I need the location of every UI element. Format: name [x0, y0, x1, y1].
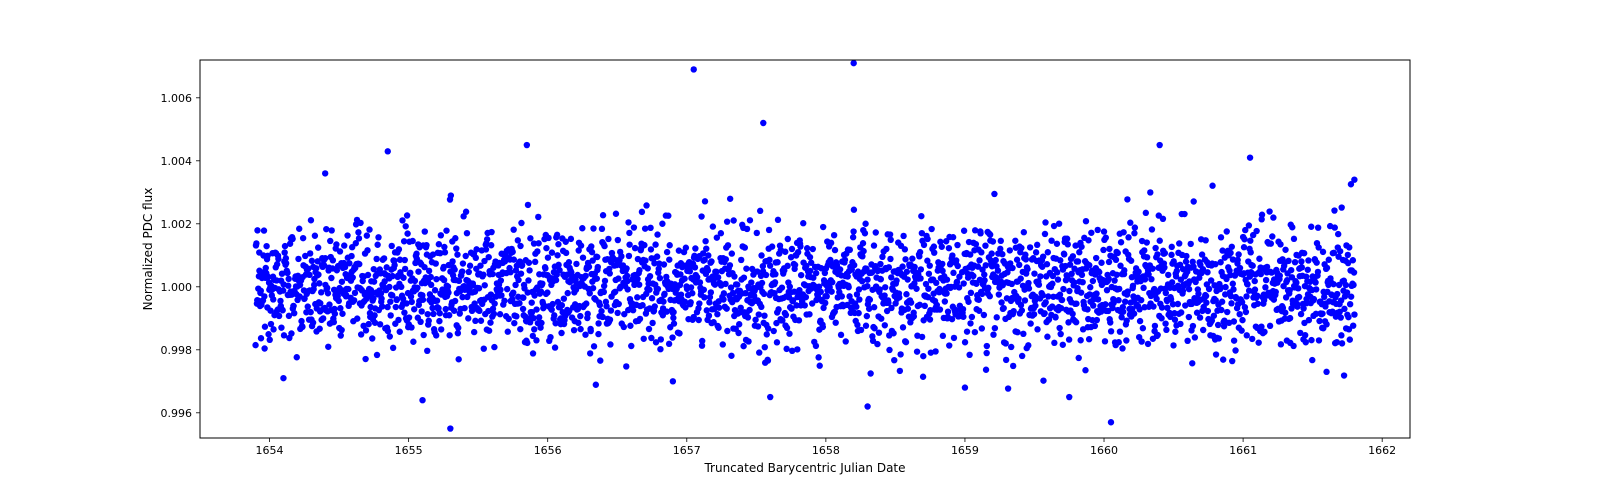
x-tick-label: 1655 — [395, 444, 423, 457]
y-tick-label: 0.998 — [161, 344, 193, 357]
y-tick-label: 0.996 — [161, 407, 193, 420]
x-tick-label: 1659 — [951, 444, 979, 457]
x-tick-label: 1660 — [1090, 444, 1118, 457]
y-axis-label: Normalized PDC flux — [141, 188, 155, 311]
x-tick-label: 1657 — [673, 444, 701, 457]
x-axis-label: Truncated Barycentric Julian Date — [703, 461, 905, 475]
y-tick-label: 1.000 — [161, 281, 193, 294]
y-tick-label: 1.006 — [161, 92, 193, 105]
x-tick-label: 1662 — [1368, 444, 1396, 457]
x-tick-label: 1654 — [256, 444, 284, 457]
x-tick-label: 1656 — [534, 444, 562, 457]
x-tick-label: 1658 — [812, 444, 840, 457]
y-tick-label: 1.004 — [161, 155, 193, 168]
chart-container: 1654 1655 1656 1657 1658 1659 1660 1661 1662 0.99… — [0, 0, 1600, 500]
x-tick-label: 1661 — [1229, 444, 1257, 457]
y-tick-label: 1.002 — [161, 218, 193, 231]
scatter-chart: 1654 1655 1656 1657 1658 1659 1660 1661 1662 0.99… — [0, 0, 1600, 500]
